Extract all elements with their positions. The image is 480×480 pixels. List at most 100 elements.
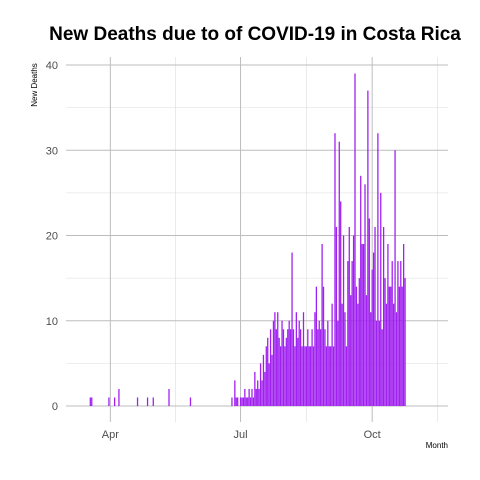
bar	[235, 397, 237, 406]
bar	[247, 397, 249, 406]
bar	[314, 312, 316, 406]
bar	[345, 346, 348, 406]
bar	[322, 286, 325, 406]
bar	[320, 329, 322, 406]
bar	[318, 320, 320, 406]
bar	[375, 320, 378, 406]
bar	[244, 388, 246, 406]
bar	[237, 397, 239, 406]
bar	[341, 303, 343, 406]
bar	[239, 397, 242, 406]
y-tick-label: 30	[46, 145, 58, 157]
bar	[338, 141, 340, 406]
bar	[274, 312, 276, 406]
bar	[350, 295, 352, 406]
bar	[380, 192, 382, 406]
bar	[275, 329, 277, 406]
bar	[381, 329, 383, 406]
bar	[295, 312, 297, 406]
bar	[344, 312, 346, 406]
bar	[367, 90, 369, 406]
bar	[268, 363, 270, 406]
bar	[361, 244, 363, 406]
bar	[392, 303, 395, 406]
bar	[255, 388, 257, 406]
bar	[136, 397, 139, 406]
y-tick-label: 10	[46, 316, 58, 328]
bar	[334, 133, 336, 406]
bar	[311, 329, 313, 406]
bar	[248, 388, 250, 406]
bar	[330, 346, 332, 406]
bar	[264, 371, 266, 406]
bar	[282, 329, 285, 406]
x-tick-label: Oct	[364, 429, 381, 441]
x-tick-label: Jul	[234, 429, 248, 441]
bar	[308, 346, 310, 406]
bar	[368, 218, 370, 406]
bar	[262, 354, 265, 406]
bar	[278, 337, 280, 406]
bar	[315, 286, 318, 406]
bar	[351, 261, 353, 406]
bar	[347, 261, 349, 406]
bar	[258, 388, 260, 406]
bar	[277, 312, 279, 406]
bars	[89, 73, 406, 407]
bar	[385, 303, 388, 406]
bar	[114, 397, 116, 406]
bar	[391, 261, 393, 406]
bar	[189, 397, 192, 406]
bar	[287, 329, 289, 406]
bar	[390, 286, 392, 406]
bar	[301, 346, 303, 406]
bar	[357, 303, 359, 406]
bar	[242, 397, 245, 406]
bar	[265, 346, 267, 406]
bar	[261, 380, 263, 406]
y-axis-title: New Deaths	[30, 63, 39, 107]
bar	[168, 388, 170, 406]
bar	[354, 73, 356, 407]
bar	[395, 312, 398, 406]
bar	[342, 235, 345, 406]
bar	[382, 226, 385, 406]
bar	[332, 346, 335, 406]
bar	[348, 226, 350, 406]
x-tick-label: Apr	[102, 429, 119, 441]
bar	[108, 397, 110, 406]
bar	[360, 175, 362, 406]
bar	[252, 397, 255, 406]
bar	[340, 201, 342, 406]
bar	[324, 329, 326, 406]
bar	[358, 278, 360, 406]
bar	[374, 226, 376, 406]
bar	[327, 320, 329, 406]
chart-title: New Deaths due to of COVID-19 in Costa R…	[49, 24, 461, 45]
bar	[304, 346, 306, 406]
bar	[377, 133, 379, 406]
bar	[352, 235, 355, 406]
bar	[284, 346, 286, 406]
bar	[365, 295, 368, 406]
y-tick-label: 40	[46, 60, 58, 72]
bar	[292, 329, 295, 406]
bar	[272, 320, 275, 406]
bar	[146, 397, 149, 406]
bar	[231, 397, 233, 406]
bar	[378, 320, 380, 406]
bar	[91, 397, 93, 406]
x-tick-labels: Apr Jul Oct	[102, 429, 381, 441]
bar	[291, 252, 293, 406]
bar	[267, 337, 269, 406]
bar	[362, 244, 365, 406]
bar	[328, 346, 330, 406]
bar	[249, 397, 252, 406]
bar	[279, 346, 282, 406]
bar	[285, 337, 287, 406]
bar	[335, 226, 338, 406]
bar	[403, 244, 405, 406]
bar	[299, 329, 302, 406]
bar	[251, 388, 253, 406]
